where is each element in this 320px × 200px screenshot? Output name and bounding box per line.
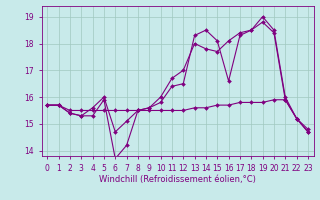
X-axis label: Windchill (Refroidissement éolien,°C): Windchill (Refroidissement éolien,°C) bbox=[99, 175, 256, 184]
